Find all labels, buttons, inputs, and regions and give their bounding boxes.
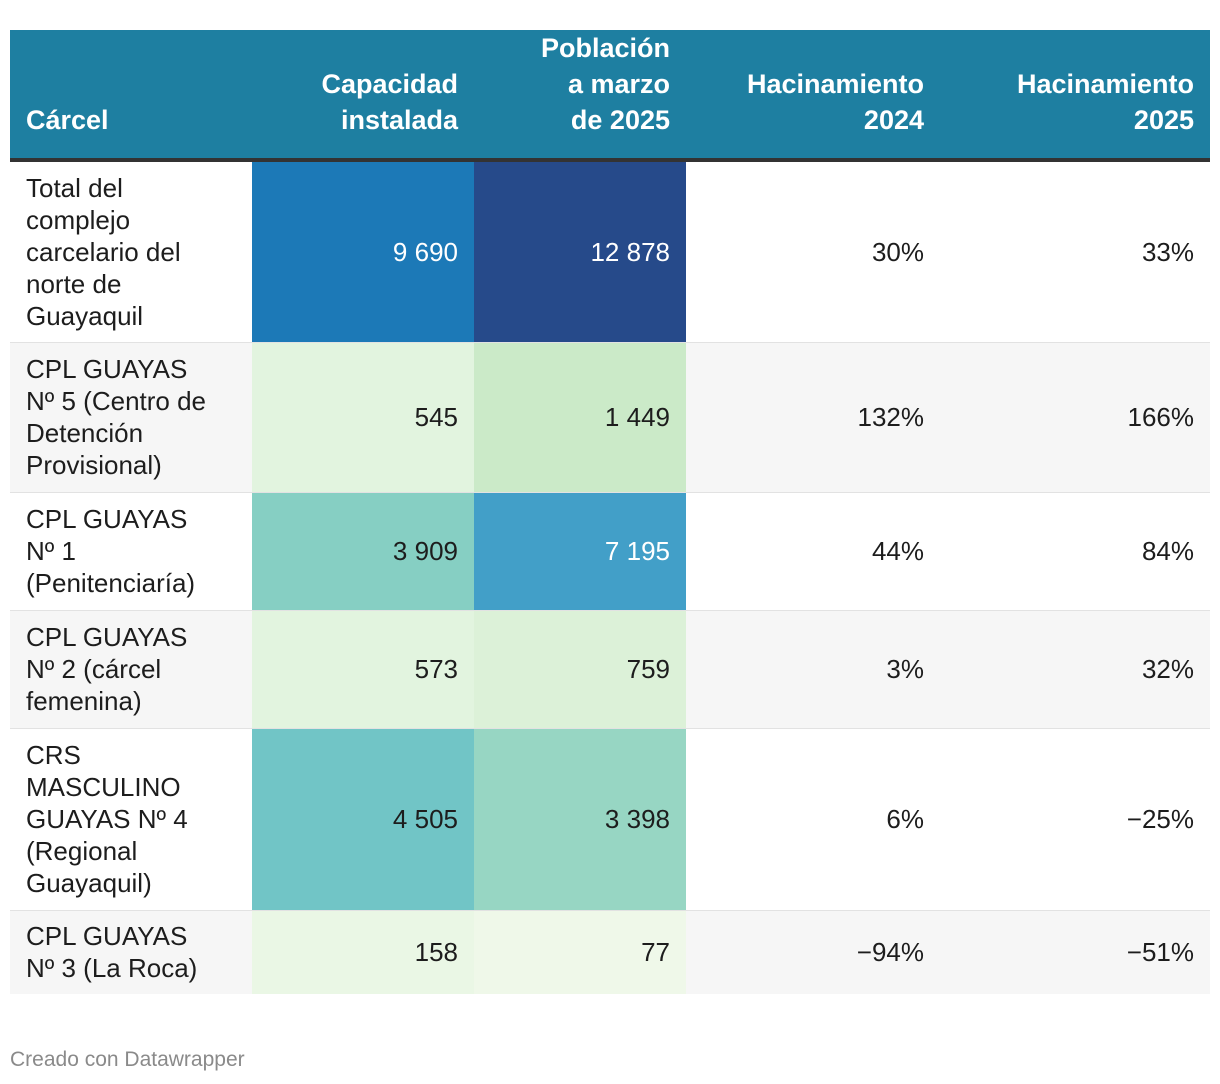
header-carcel[interactable]: Cárcel <box>10 30 252 162</box>
carcel-name-line: carcelario del <box>26 236 181 267</box>
footer-credit: Creado con Datawrapper <box>10 1048 245 1071</box>
cell-poblacion: 759 <box>474 610 686 729</box>
cell-poblacion: 12 878 <box>474 160 686 343</box>
cell-hacinamiento-2024: 44% <box>686 492 940 611</box>
cell-hacinamiento-2024: 3% <box>686 610 940 729</box>
table-row[interactable]: Total del complejo carcelario del norte de G… <box>10 160 1210 343</box>
cell-carcel: Total del complejo carcelario del norte de G… <box>10 160 252 343</box>
header-poblacion[interactable]: Población a marzo de 2025 <box>474 30 686 162</box>
carcel-name-line: Detención <box>26 418 144 448</box>
carcel-name-line: femenina) <box>26 686 142 716</box>
carcel-name-line: Total del <box>26 172 123 203</box>
table-header: Cárcel Capacidad instalada Población a mar… <box>10 30 1210 162</box>
header-label-line: Capacidad <box>321 69 458 99</box>
cell-poblacion: 1 449 <box>474 342 686 493</box>
carcel-name-line: Nº 2 (cárcel <box>26 654 162 684</box>
carcel-name-line: Nº 1 <box>26 536 76 566</box>
carcel-name-line: CPL GUAYAS <box>26 354 188 384</box>
carcel-name-line: GUAYAS Nº 4 <box>26 804 188 834</box>
header-label-line: instalada <box>340 105 458 135</box>
carcel-name-line: Guayaquil <box>26 300 144 331</box>
carcel-name-line: complejo <box>26 204 131 235</box>
carcel-name-line: CRS <box>26 740 81 770</box>
table-row[interactable]: CPL GUAYAS Nº 3 (La Roca) 158 77 −94% −51% <box>10 910 1210 994</box>
cell-capacidad: 9 690 <box>252 160 474 343</box>
header-label-line: 2024 <box>863 105 924 135</box>
header-label-line: a marzo <box>567 69 670 99</box>
header-capacidad[interactable]: Capacidad instalada <box>252 30 474 162</box>
table-row[interactable]: CPL GUAYAS Nº 1 (Penitenciaría) 3 909 7 195 4… <box>10 492 1210 611</box>
cell-capacidad: 545 <box>252 342 474 493</box>
cell-poblacion: 7 195 <box>474 492 686 611</box>
cell-hacinamiento-2024: 6% <box>686 728 940 911</box>
cell-hacinamiento-2025: 32% <box>940 610 1210 729</box>
header-label-line: 2025 <box>1133 105 1194 135</box>
cell-carcel: CPL GUAYAS Nº 1 (Penitenciaría) <box>10 492 252 611</box>
carcel-name-line: (Penitenciaría) <box>26 568 196 598</box>
cell-hacinamiento-2025: −51% <box>940 910 1210 994</box>
cell-hacinamiento-2025: 33% <box>940 160 1210 343</box>
table-row[interactable]: CPL GUAYAS Nº 2 (cárcel femenina) 573 759 3% 3… <box>10 610 1210 729</box>
carcel-name-line: CPL GUAYAS <box>26 504 188 534</box>
carcel-name-line: CPL GUAYAS <box>26 921 188 952</box>
header-hacinamiento-2025[interactable]: Hacinamiento 2025 <box>940 30 1210 162</box>
table-body: Total del complejo carcelario del norte de G… <box>10 160 1210 994</box>
data-table: Cárcel Capacidad instalada Población a mar… <box>10 30 1210 994</box>
cell-hacinamiento-2025: 84% <box>940 492 1210 611</box>
header-label-line: Cárcel <box>26 105 109 135</box>
cell-hacinamiento-2025: −25% <box>940 728 1210 911</box>
cell-capacidad: 4 505 <box>252 728 474 911</box>
header-label-line: Hacinamiento <box>1016 69 1194 99</box>
table-row[interactable]: CRS MASCULINO GUAYAS Nº 4 (Regional Guayaqui… <box>10 728 1210 911</box>
header-hacinamiento-2024[interactable]: Hacinamiento 2024 <box>686 30 940 162</box>
cell-hacinamiento-2024: −94% <box>686 910 940 994</box>
cell-poblacion: 3 398 <box>474 728 686 911</box>
table-row[interactable]: CPL GUAYAS Nº 5 (Centro de Detención Provis… <box>10 342 1210 493</box>
cell-capacidad: 158 <box>252 910 474 994</box>
carcel-name-line: (Regional <box>26 836 138 866</box>
carcel-name-line: Nº 3 (La Roca) <box>26 953 198 984</box>
cell-hacinamiento-2024: 30% <box>686 160 940 343</box>
cell-carcel: CPL GUAYAS Nº 5 (Centro de Detención Provis… <box>10 342 252 493</box>
cell-carcel: CPL GUAYAS Nº 3 (La Roca) <box>10 910 252 994</box>
carcel-name-line: Provisional) <box>26 450 162 480</box>
header-label-line: Población <box>540 33 670 63</box>
carcel-name-line: Guayaquil) <box>26 868 152 898</box>
cell-capacidad: 3 909 <box>252 492 474 611</box>
carcel-name-line: MASCULINO <box>26 772 181 802</box>
header-label-line: Hacinamiento <box>746 69 924 99</box>
cell-carcel: CRS MASCULINO GUAYAS Nº 4 (Regional Guayaqui… <box>10 728 252 911</box>
cell-hacinamiento-2024: 132% <box>686 342 940 493</box>
carcel-name-line: Nº 5 (Centro de <box>26 386 207 416</box>
carcel-name-line: CPL GUAYAS <box>26 622 188 652</box>
cell-hacinamiento-2025: 166% <box>940 342 1210 493</box>
cell-carcel: CPL GUAYAS Nº 2 (cárcel femenina) <box>10 610 252 729</box>
cell-poblacion: 77 <box>474 910 686 994</box>
data-table-container: Cárcel Capacidad instalada Población a mar… <box>10 30 1210 994</box>
carcel-name-line: norte de <box>26 268 122 299</box>
header-label-line: de 2025 <box>570 105 670 135</box>
cell-capacidad: 573 <box>252 610 474 729</box>
